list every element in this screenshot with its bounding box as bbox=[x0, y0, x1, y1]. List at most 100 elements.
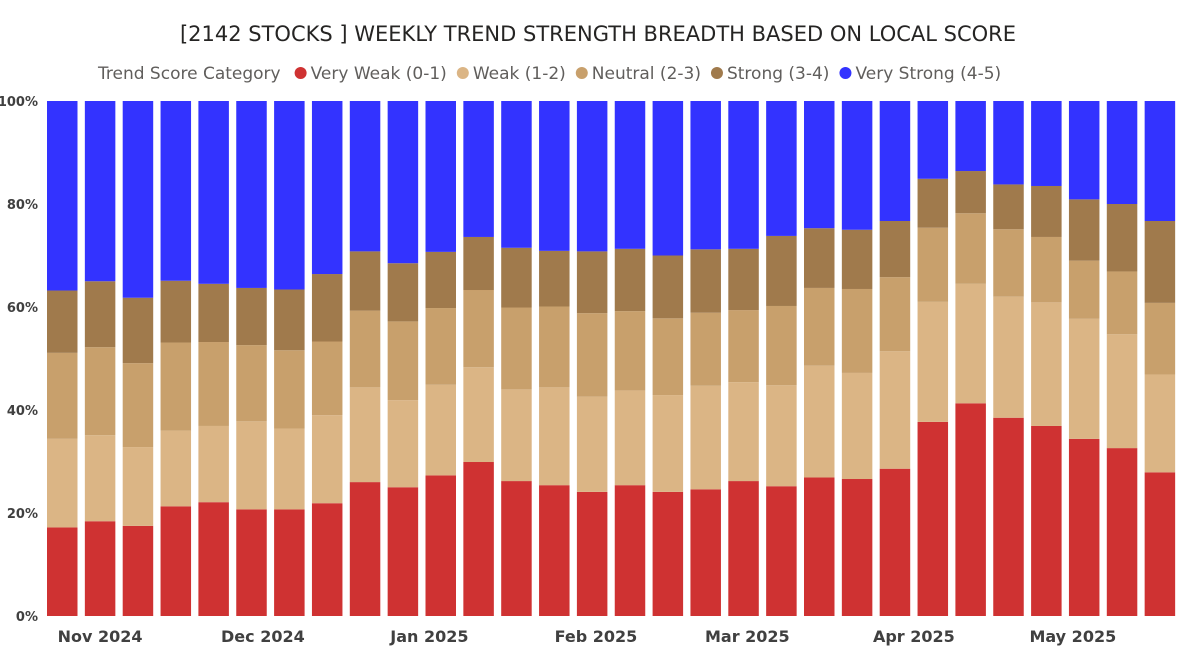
bar-segment-strong-3-4-W15[interactable] bbox=[576, 251, 608, 314]
bar-segment-very-strong-4-5-W6[interactable] bbox=[236, 101, 267, 288]
bar-segment-strong-3-4-W5[interactable] bbox=[198, 283, 229, 343]
legend-marker-weak-1-2[interactable] bbox=[456, 67, 469, 79]
bar-segment-very-strong-4-5-W25[interactable] bbox=[955, 101, 986, 172]
bar-segment-weak-1-2-W7[interactable] bbox=[274, 428, 305, 510]
bar-segment-very-weak-0-1-W28[interactable] bbox=[1068, 438, 1100, 616]
bar-segment-neutral-2-3-W8[interactable] bbox=[311, 341, 343, 416]
bar-segment-strong-3-4-W7[interactable] bbox=[274, 289, 305, 351]
bar-segment-very-strong-4-5-W12[interactable] bbox=[463, 101, 494, 237]
bar-segment-strong-3-4-W27[interactable] bbox=[1031, 185, 1062, 237]
bar-segment-neutral-2-3-W14[interactable] bbox=[539, 306, 570, 388]
bar-segment-strong-3-4-W4[interactable] bbox=[160, 280, 192, 343]
bar-segment-neutral-2-3-W30[interactable] bbox=[1144, 302, 1176, 375]
bar-segment-neutral-2-3-W4[interactable] bbox=[160, 342, 192, 431]
bar-segment-very-strong-4-5-W19[interactable] bbox=[728, 101, 759, 249]
bar-segment-weak-1-2-W6[interactable] bbox=[236, 421, 267, 510]
bar-segment-strong-3-4-W21[interactable] bbox=[804, 228, 835, 288]
bar-segment-weak-1-2-W22[interactable] bbox=[841, 372, 873, 480]
bar-segment-weak-1-2-W5[interactable] bbox=[198, 425, 229, 503]
bar-segment-very-strong-4-5-W2[interactable] bbox=[84, 101, 116, 282]
bar-segment-neutral-2-3-W20[interactable] bbox=[766, 305, 797, 386]
bar-segment-neutral-2-3-W27[interactable] bbox=[1031, 236, 1062, 303]
bar-segment-very-weak-0-1-W12[interactable] bbox=[463, 462, 494, 616]
bar-segment-weak-1-2-W16[interactable] bbox=[614, 390, 646, 486]
bar-segment-neutral-2-3-W11[interactable] bbox=[425, 308, 457, 385]
bar-segment-neutral-2-3-W19[interactable] bbox=[728, 310, 759, 383]
bar-segment-strong-3-4-W22[interactable] bbox=[841, 229, 873, 289]
bar-segment-very-strong-4-5-W14[interactable] bbox=[539, 101, 570, 251]
bar-segment-neutral-2-3-W13[interactable] bbox=[501, 307, 532, 390]
bar-segment-very-weak-0-1-W6[interactable] bbox=[236, 509, 267, 616]
bar-segment-neutral-2-3-W23[interactable] bbox=[879, 277, 911, 352]
bar-segment-very-weak-0-1-W1[interactable] bbox=[47, 527, 78, 616]
bar-segment-very-weak-0-1-W23[interactable] bbox=[879, 468, 911, 616]
bar-segment-weak-1-2-W3[interactable] bbox=[122, 447, 154, 526]
bar-segment-neutral-2-3-W12[interactable] bbox=[463, 290, 494, 368]
bar-segment-strong-3-4-W16[interactable] bbox=[614, 248, 646, 312]
bar-segment-neutral-2-3-W18[interactable] bbox=[690, 312, 721, 386]
legend-label-neutral-2-3[interactable]: Neutral (2-3) bbox=[592, 64, 701, 84]
bar-segment-very-strong-4-5-W5[interactable] bbox=[198, 101, 229, 284]
bar-segment-very-strong-4-5-W7[interactable] bbox=[274, 101, 305, 290]
bar-segment-strong-3-4-W23[interactable] bbox=[879, 221, 911, 278]
bar-segment-neutral-2-3-W3[interactable] bbox=[122, 363, 154, 448]
legend-label-weak-1-2[interactable]: Weak (1-2) bbox=[473, 64, 566, 84]
bar-segment-very-weak-0-1-W30[interactable] bbox=[1144, 472, 1176, 616]
bar-segment-very-strong-4-5-W8[interactable] bbox=[311, 101, 343, 275]
bar-segment-weak-1-2-W10[interactable] bbox=[387, 400, 419, 488]
bar-segment-weak-1-2-W8[interactable] bbox=[311, 415, 343, 504]
bar-segment-very-weak-0-1-W10[interactable] bbox=[387, 487, 419, 616]
bar-segment-very-weak-0-1-W27[interactable] bbox=[1031, 425, 1062, 616]
bar-segment-weak-1-2-W17[interactable] bbox=[652, 395, 684, 492]
bar-segment-strong-3-4-W12[interactable] bbox=[463, 236, 494, 291]
bar-segment-strong-3-4-W26[interactable] bbox=[993, 184, 1024, 230]
bar-segment-strong-3-4-W14[interactable] bbox=[539, 250, 570, 307]
bar-segment-strong-3-4-W9[interactable] bbox=[349, 251, 381, 311]
bar-segment-very-weak-0-1-W19[interactable] bbox=[728, 481, 759, 616]
bar-segment-weak-1-2-W1[interactable] bbox=[47, 438, 78, 528]
bar-segment-weak-1-2-W23[interactable] bbox=[879, 351, 911, 469]
bar-segment-very-weak-0-1-W15[interactable] bbox=[576, 491, 608, 616]
bar-segment-very-weak-0-1-W25[interactable] bbox=[955, 403, 986, 616]
bar-segment-strong-3-4-W29[interactable] bbox=[1106, 204, 1138, 272]
bar-segment-weak-1-2-W26[interactable] bbox=[993, 296, 1024, 418]
bar-segment-very-strong-4-5-W3[interactable] bbox=[122, 101, 154, 298]
bar-segment-very-strong-4-5-W26[interactable] bbox=[993, 101, 1024, 185]
bar-segment-very-weak-0-1-W2[interactable] bbox=[84, 521, 116, 616]
bar-segment-neutral-2-3-W10[interactable] bbox=[387, 321, 419, 401]
bar-segment-strong-3-4-W8[interactable] bbox=[311, 274, 343, 342]
bar-segment-very-strong-4-5-W23[interactable] bbox=[879, 101, 911, 221]
bar-segment-neutral-2-3-W6[interactable] bbox=[236, 345, 267, 422]
bar-segment-very-weak-0-1-W24[interactable] bbox=[917, 421, 949, 616]
bar-segment-very-weak-0-1-W20[interactable] bbox=[766, 486, 797, 616]
legend-label-strong-3-4[interactable]: Strong (3-4) bbox=[727, 64, 829, 84]
bar-segment-weak-1-2-W30[interactable] bbox=[1144, 374, 1176, 473]
legend-marker-very-strong-4-5[interactable] bbox=[839, 67, 852, 79]
bar-segment-neutral-2-3-W1[interactable] bbox=[47, 352, 78, 439]
bar-segment-very-weak-0-1-W5[interactable] bbox=[198, 502, 229, 616]
bar-segment-neutral-2-3-W28[interactable] bbox=[1068, 260, 1100, 319]
bar-segment-very-strong-4-5-W22[interactable] bbox=[841, 101, 873, 230]
bar-segment-strong-3-4-W20[interactable] bbox=[766, 235, 797, 306]
bar-segment-very-weak-0-1-W22[interactable] bbox=[841, 479, 873, 616]
bar-segment-weak-1-2-W9[interactable] bbox=[349, 387, 381, 483]
bar-segment-very-strong-4-5-W13[interactable] bbox=[501, 101, 532, 248]
bar-segment-very-weak-0-1-W21[interactable] bbox=[804, 477, 835, 616]
bar-segment-weak-1-2-W15[interactable] bbox=[576, 396, 608, 492]
bar-segment-very-weak-0-1-W7[interactable] bbox=[274, 509, 305, 616]
bar-segment-very-strong-4-5-W17[interactable] bbox=[652, 101, 684, 256]
bar-segment-weak-1-2-W14[interactable] bbox=[539, 387, 570, 486]
bar-segment-strong-3-4-W17[interactable] bbox=[652, 255, 684, 319]
bar-segment-neutral-2-3-W15[interactable] bbox=[576, 313, 608, 397]
bar-segment-very-strong-4-5-W27[interactable] bbox=[1031, 101, 1062, 186]
bar-segment-strong-3-4-W18[interactable] bbox=[690, 249, 721, 313]
bar-segment-strong-3-4-W3[interactable] bbox=[122, 297, 154, 364]
bar-segment-neutral-2-3-W5[interactable] bbox=[198, 342, 229, 426]
bar-segment-very-strong-4-5-W29[interactable] bbox=[1106, 101, 1138, 204]
bar-segment-strong-3-4-W30[interactable] bbox=[1144, 221, 1176, 303]
bar-segment-very-weak-0-1-W3[interactable] bbox=[122, 525, 154, 617]
bar-segment-neutral-2-3-W17[interactable] bbox=[652, 318, 684, 396]
bar-segment-weak-1-2-W28[interactable] bbox=[1068, 318, 1100, 439]
bar-segment-weak-1-2-W21[interactable] bbox=[804, 365, 835, 478]
bar-segment-strong-3-4-W11[interactable] bbox=[425, 251, 457, 309]
